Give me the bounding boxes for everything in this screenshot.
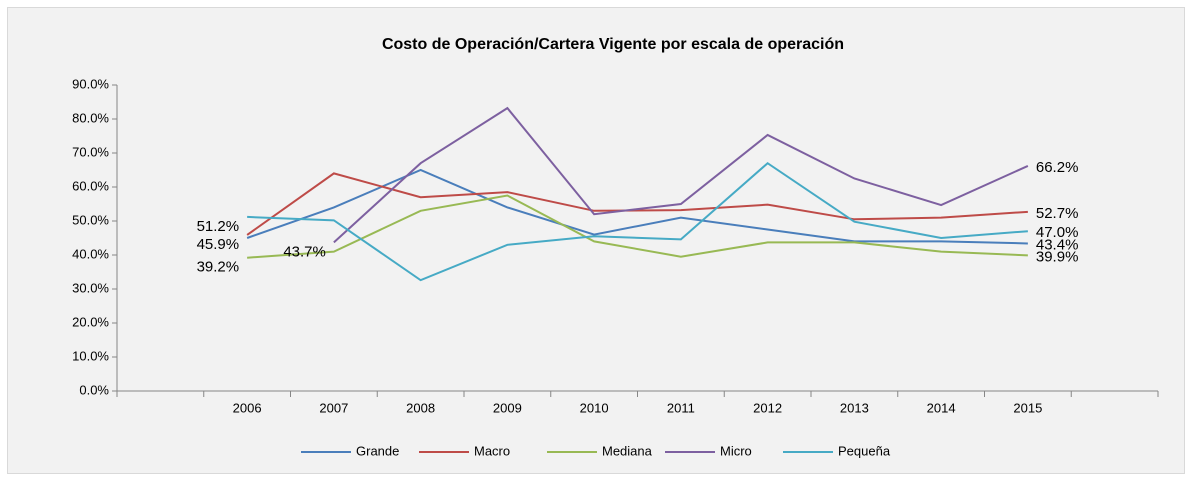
y-tick-label: 70.0% <box>72 144 109 159</box>
data-label: 66.2% <box>1036 159 1079 176</box>
y-tick-label: 90.0% <box>72 76 109 91</box>
y-tick-label: 80.0% <box>72 110 109 125</box>
legend-label: Grande <box>356 443 399 458</box>
series-line <box>247 194 1028 259</box>
x-tick-label: 2015 <box>1013 400 1042 415</box>
data-label: 39.2% <box>197 259 240 276</box>
x-tick-label: 2006 <box>233 400 262 415</box>
series-line <box>246 172 1028 236</box>
series-line <box>333 106 1029 244</box>
x-tick-label: 2012 <box>753 400 782 415</box>
y-tick-label: 30.0% <box>72 280 109 295</box>
data-label: 43.7% <box>283 243 326 260</box>
y-tick-label: 60.0% <box>72 178 109 193</box>
series-line <box>247 161 1028 282</box>
legend-label: Micro <box>720 443 752 458</box>
y-tick-label: 40.0% <box>72 246 109 261</box>
x-tick-label: 2009 <box>493 400 522 415</box>
y-tick-label: 0.0% <box>79 382 109 397</box>
series-line <box>246 168 1028 245</box>
x-tick-label: 2011 <box>667 400 695 415</box>
data-label: 45.9% <box>197 236 240 253</box>
y-tick-label: 50.0% <box>72 212 109 227</box>
legend-label: Macro <box>474 443 510 458</box>
x-tick-label: 2008 <box>406 400 435 415</box>
y-tick-label: 10.0% <box>72 348 109 363</box>
chart-title: Costo de Operación/Cartera Vigente por e… <box>382 36 844 53</box>
data-label: 51.2% <box>197 218 240 235</box>
data-label: 39.9% <box>1036 248 1079 265</box>
data-label: 47.0% <box>1036 224 1079 241</box>
legend-label: Pequeña <box>838 443 891 458</box>
x-tick-label: 2014 <box>927 400 956 415</box>
y-tick-label: 20.0% <box>72 314 109 329</box>
x-tick-label: 2007 <box>319 400 348 415</box>
x-tick-label: 2010 <box>580 400 609 415</box>
data-label: 52.7% <box>1036 205 1079 222</box>
x-tick-label: 2013 <box>840 400 869 415</box>
data-label: 43.4% <box>1036 236 1079 253</box>
legend-label: Mediana <box>602 443 653 458</box>
